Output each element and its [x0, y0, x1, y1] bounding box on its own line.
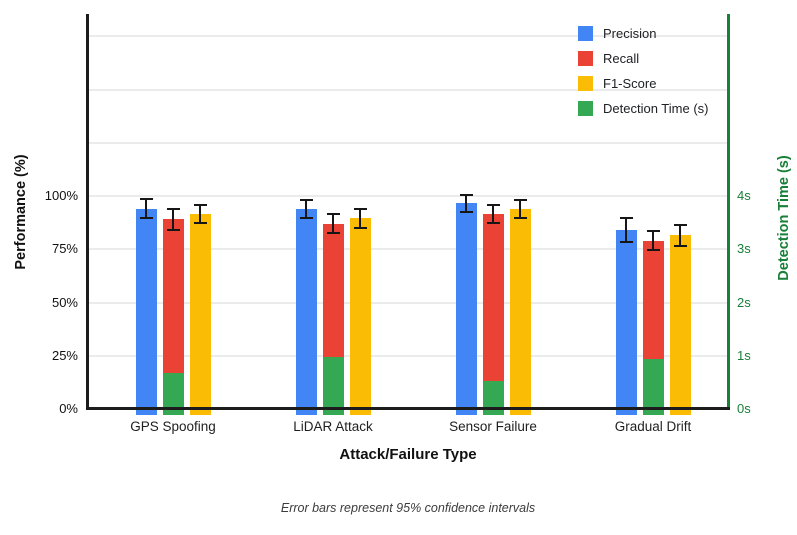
x-tick-label-lidar-attack: LiDAR Attack: [293, 419, 373, 434]
bar-detection-time-s-gradual-drift: [642, 359, 664, 415]
bar-detection-time-s-sensor-failure: [482, 380, 504, 415]
plot-area: [86, 14, 730, 415]
legend-swatch-f1-score: [578, 76, 593, 91]
x-tick-label-gradual-drift: Gradual Drift: [614, 419, 692, 434]
legend-label: F1-Score: [603, 76, 657, 91]
legend-label: Precision: [603, 26, 657, 41]
x-axis-line: [86, 407, 730, 410]
error-bar-f1-score-sensor-failure: [513, 198, 527, 219]
gridline: [88, 195, 728, 197]
bar-precision-gps-spoofing: [135, 208, 157, 415]
y-tick-label-left-100: 100%: [44, 188, 78, 203]
x-axis-title: Attack/Failure Type: [339, 446, 477, 463]
bar-f1-score-sensor-failure: [509, 208, 531, 415]
right-axis-line: [727, 14, 730, 410]
error-bar-recall-gps-spoofing: [166, 207, 180, 231]
y-tick-label-left-25: 25%: [51, 347, 78, 363]
gridline: [88, 301, 728, 304]
y-tick-label-right-0s: 0s: [737, 401, 751, 416]
gridline: [88, 141, 728, 144]
y-axis-title-right: Detection Time (s): [776, 155, 792, 281]
bar-f1-score-gradual-drift: [669, 235, 691, 415]
bar-precision-lidar-attack: [295, 208, 317, 415]
error-bar-precision-lidar-attack: [299, 198, 313, 219]
x-tick-label-gps-spoofing: GPS Spoofing: [130, 419, 216, 434]
bar-f1-score-lidar-attack: [349, 218, 371, 415]
y-tick-label-right-2s: 2s: [737, 294, 751, 310]
error-bar-f1-score-lidar-attack: [353, 207, 367, 229]
gridline: [88, 354, 728, 357]
left-axis-line: [86, 14, 89, 410]
error-bar-f1-score-gps-spoofing: [193, 203, 207, 225]
bar-precision-gradual-drift: [615, 230, 637, 415]
y-tick-label-right-4s: 4s: [737, 188, 751, 203]
error-bar-recall-lidar-attack: [326, 213, 340, 234]
legend-swatch-detection-time-s: [578, 101, 593, 116]
legend-label: Detection Time (s): [603, 101, 709, 116]
legend-item-f1-score[interactable]: F1-Score: [578, 71, 708, 96]
legend-item-detection-time-s[interactable]: Detection Time (s): [578, 96, 708, 121]
legend-item-recall[interactable]: Recall: [578, 46, 708, 71]
error-bar-recall-gradual-drift: [646, 230, 660, 252]
chart-legend: Precision Recall F1-Score Detection Time (s…: [578, 21, 708, 121]
bar-precision-sensor-failure: [455, 203, 477, 415]
bar-detection-time-s-gps-spoofing: [162, 372, 184, 415]
error-bar-f1-score-gradual-drift: [673, 223, 687, 248]
legend-item-precision[interactable]: Precision: [578, 21, 708, 46]
error-bar-precision-gradual-drift: [619, 217, 633, 243]
error-bar-precision-sensor-failure: [459, 193, 473, 214]
y-tick-label-right-1s: 1s: [737, 347, 751, 363]
bar-recall-sensor-failure: [482, 214, 504, 415]
error-bar-precision-gps-spoofing: [139, 198, 153, 220]
chart-caption: Error bars represent 95% confidence inte…: [280, 501, 536, 515]
y-tick-label-left-0: 0%: [59, 401, 78, 416]
bar-detection-time-s-lidar-attack: [322, 356, 344, 415]
legend-swatch-precision: [578, 26, 593, 41]
bar-recall-gps-spoofing: [162, 219, 184, 415]
gridline: [88, 35, 728, 38]
bar-f1-score-gps-spoofing: [189, 214, 211, 415]
x-tick-label-sensor-failure: Sensor Failure: [449, 419, 537, 434]
y-tick-label-right-3s: 3s: [737, 241, 751, 257]
y-tick-label-left-50: 50%: [51, 294, 78, 310]
gridline: [88, 88, 728, 91]
error-bar-recall-sensor-failure: [486, 203, 500, 225]
legend-label: Recall: [603, 51, 640, 66]
y-tick-label-left-75: 75%: [51, 241, 78, 257]
legend-swatch-recall: [578, 51, 593, 66]
gridline: [88, 248, 728, 251]
